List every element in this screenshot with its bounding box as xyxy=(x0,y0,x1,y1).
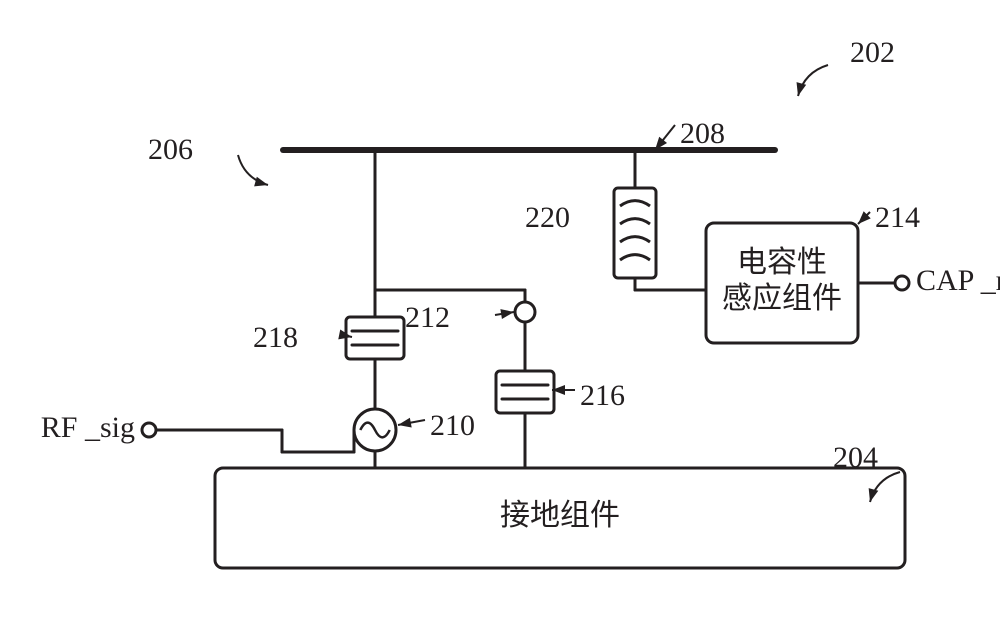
cap-block-text-2: 感应组件 xyxy=(722,282,842,315)
ref-r218: 218 xyxy=(253,321,298,354)
ref-r216: 216 xyxy=(580,379,625,412)
cap-block-text-1: 电容性 xyxy=(737,246,827,279)
cap-rst-port xyxy=(895,276,909,290)
ref-r210: 210 xyxy=(430,409,475,442)
ref-r202: 202 xyxy=(850,36,895,69)
canvas-bg xyxy=(0,0,1000,631)
ground-block-text: 接地组件 xyxy=(500,499,620,532)
ref-r214: 214 xyxy=(875,201,920,234)
ref-r208: 208 xyxy=(680,117,725,150)
cap-rst-label: CAP _rst xyxy=(916,264,1000,297)
ref-r212: 212 xyxy=(405,301,450,334)
switch-212 xyxy=(515,302,535,322)
ref-r204: 204 xyxy=(833,441,878,474)
rf-sig-label: RF _sig xyxy=(41,411,135,444)
rf-port xyxy=(142,423,156,437)
ref-r206: 206 xyxy=(148,133,193,166)
ref-r220: 220 xyxy=(525,201,570,234)
